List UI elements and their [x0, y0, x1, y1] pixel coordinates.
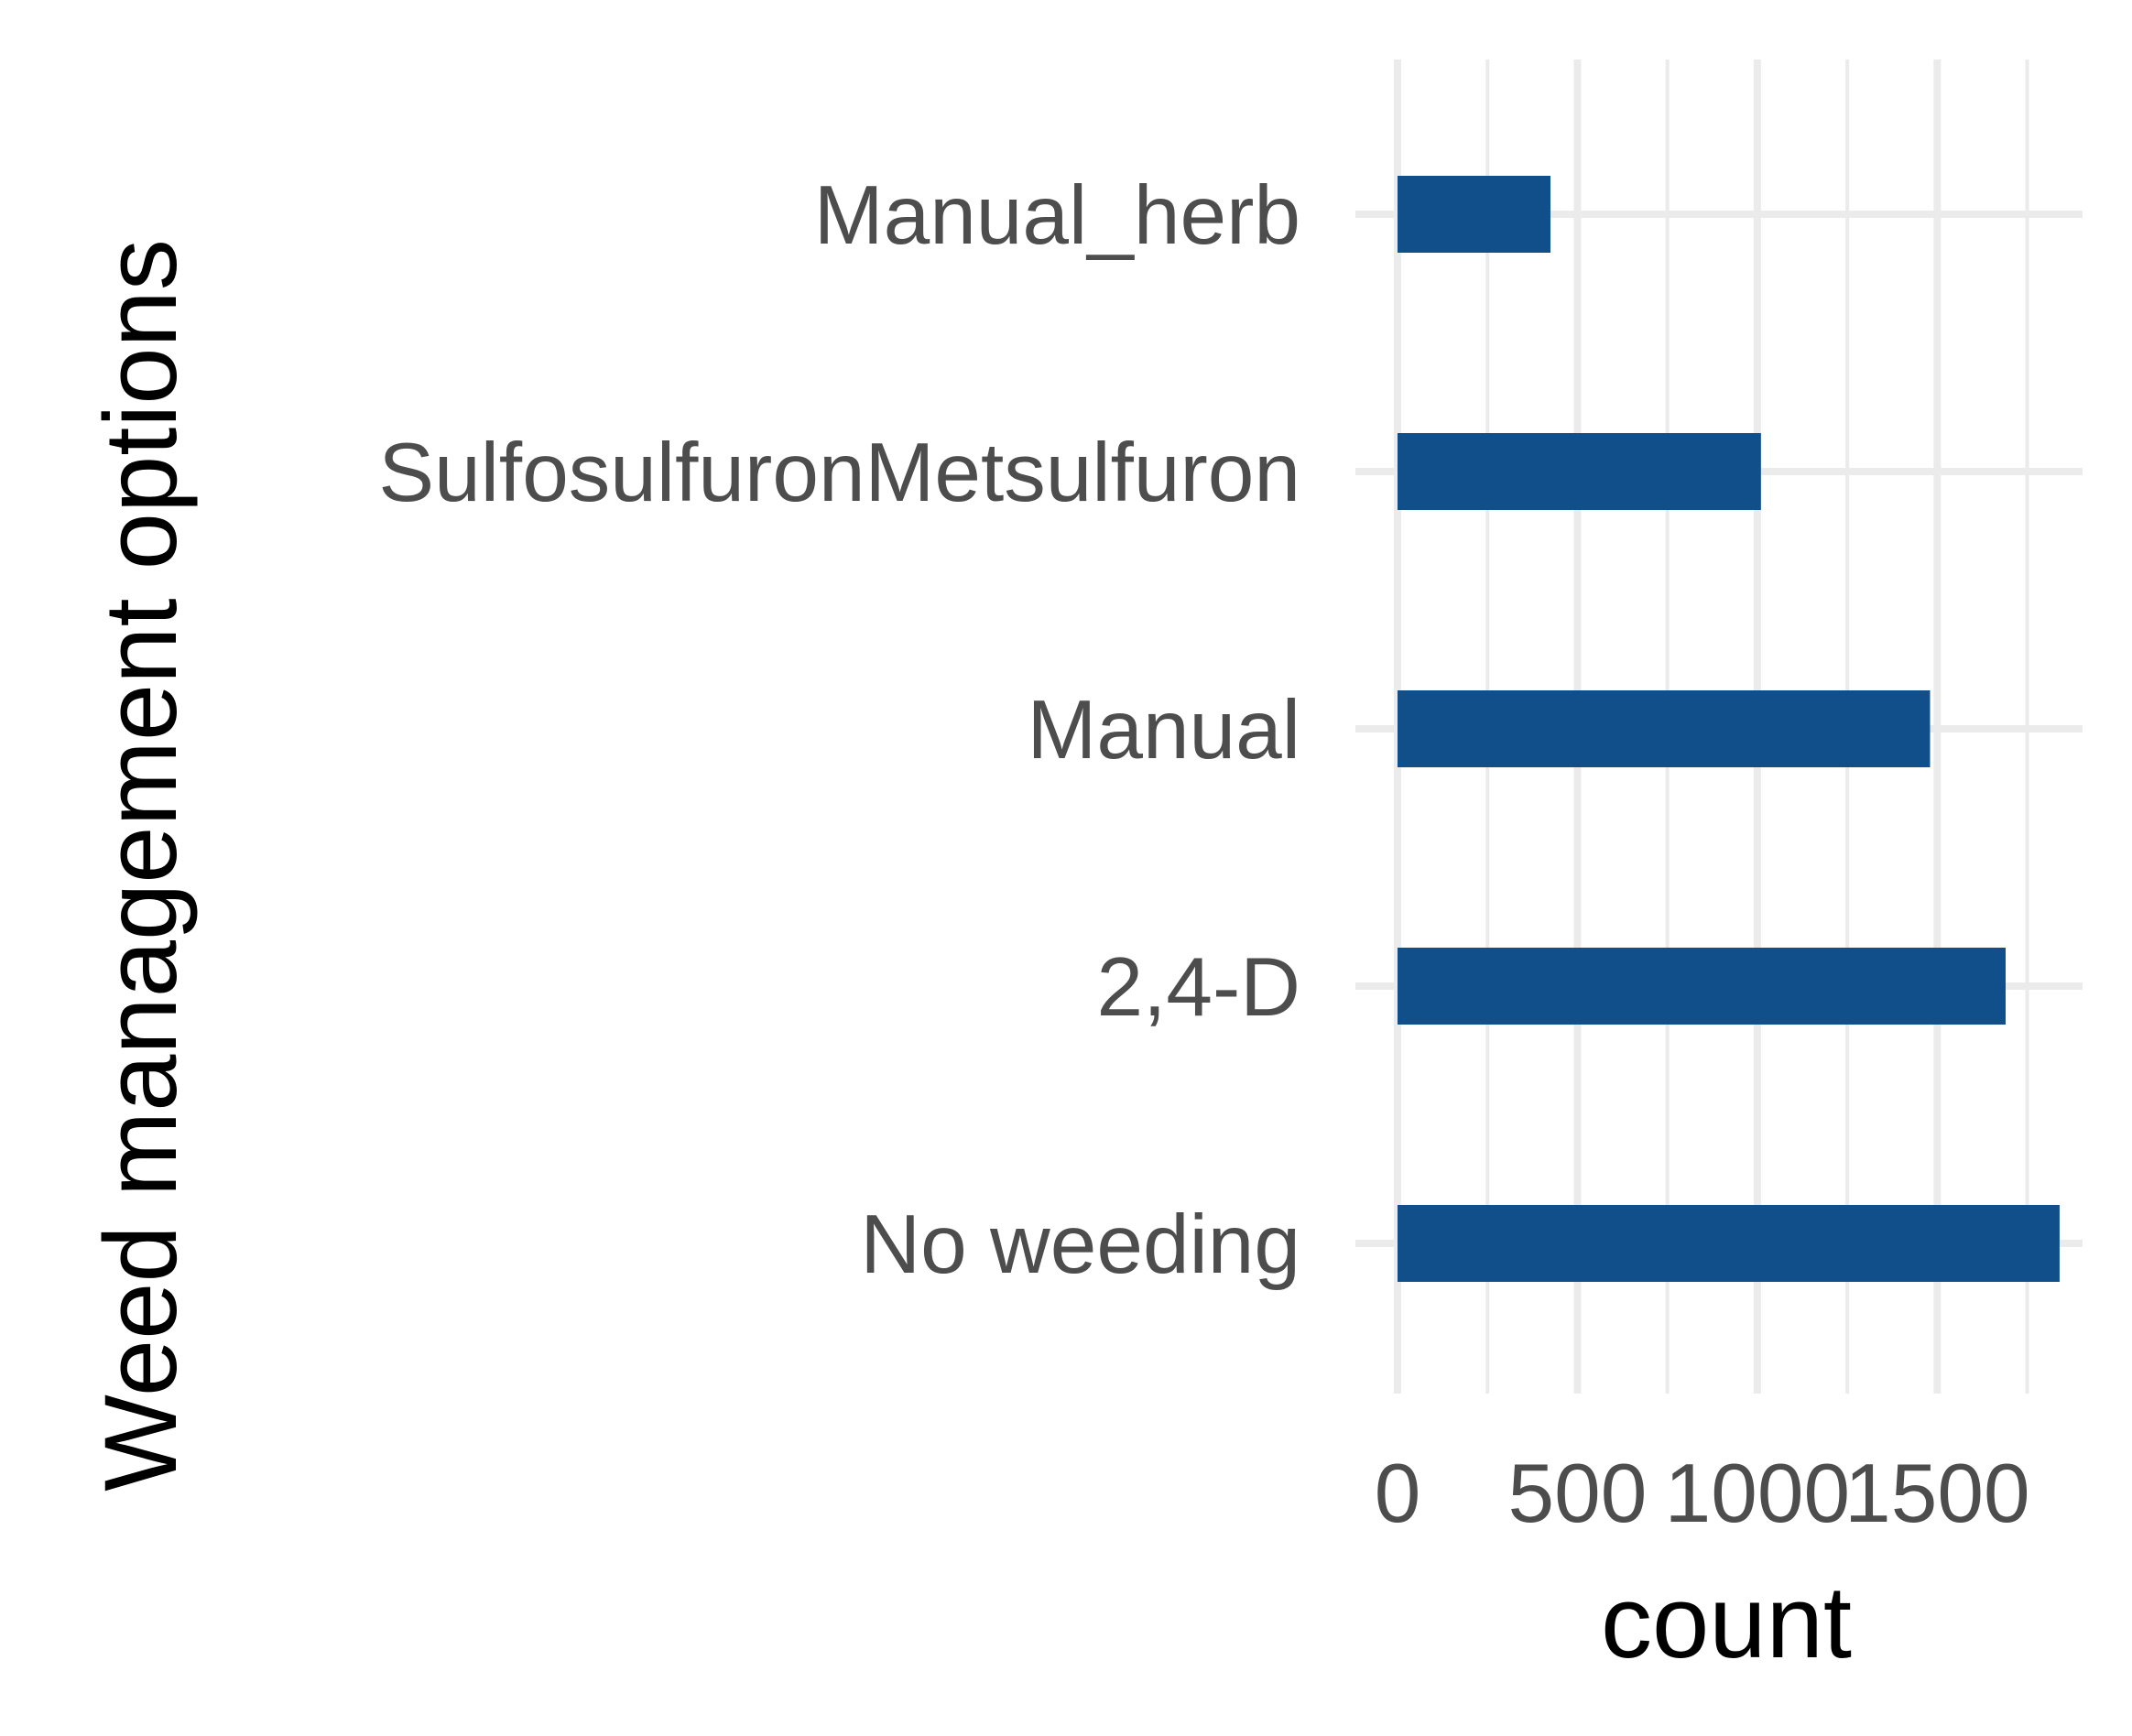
category-labels: Manual_herb SulfosulfuronMetsulfuron Manua… — [378, 169, 1300, 1291]
bar — [1398, 1205, 2060, 1282]
category-label: SulfosulfuronMetsulfuron — [378, 427, 1300, 519]
bar — [1398, 690, 1931, 767]
bars — [1398, 176, 2060, 1282]
x-axis-title: count — [1601, 1565, 1852, 1679]
category-label: 2,4-D — [1096, 941, 1300, 1034]
bar — [1398, 948, 2007, 1025]
x-tick-label: 1500 — [1844, 1448, 2029, 1540]
x-tick-label: 1000 — [1665, 1448, 1850, 1540]
x-tick-label: 0 — [1375, 1448, 1421, 1540]
bar — [1398, 176, 1550, 253]
category-label: Manual — [1028, 684, 1300, 776]
category-label: No weeding — [860, 1199, 1300, 1291]
bar — [1398, 433, 1761, 510]
y-axis-title: Weed management options — [83, 239, 198, 1492]
x-tick-label: 500 — [1508, 1448, 1648, 1540]
category-label: Manual_herb — [814, 169, 1300, 262]
